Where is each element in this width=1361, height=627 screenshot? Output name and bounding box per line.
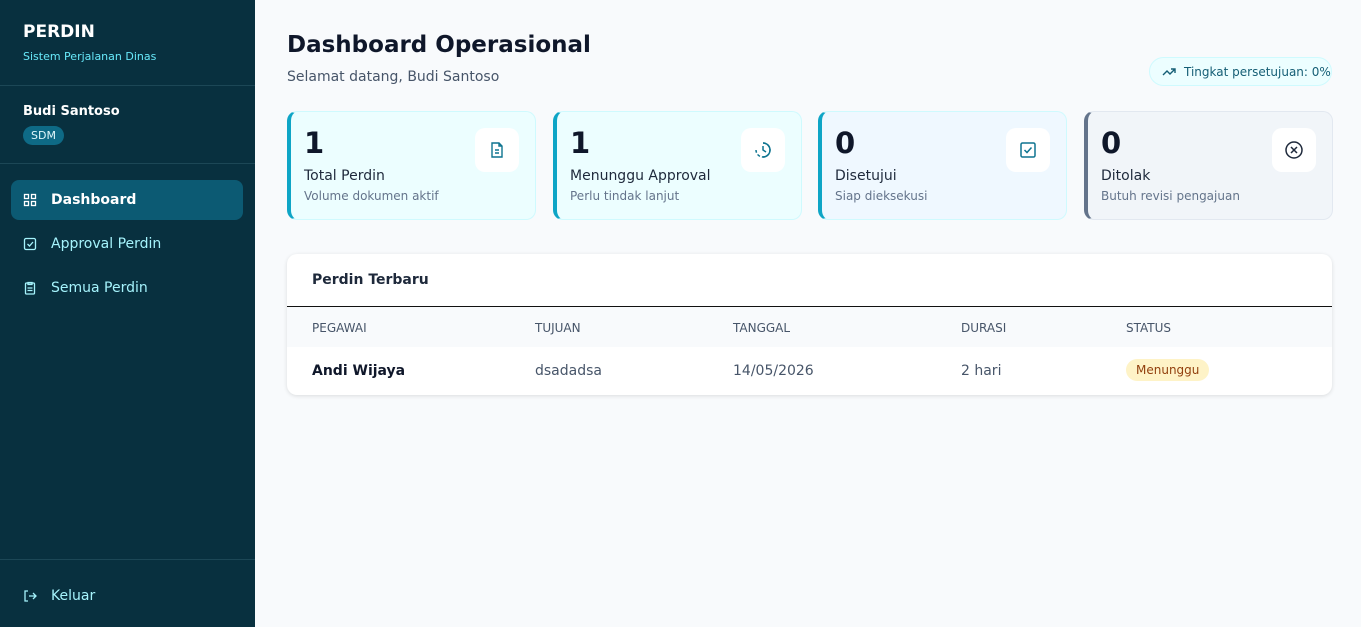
approval-rate-badge: Tingkat persetujuan: 0% — [1149, 57, 1332, 86]
nav-item[interactable]: Semua Perdin — [11, 268, 243, 308]
stat-note: Perlu tindak lanjut — [570, 189, 680, 203]
page-title: Dashboard Operasional — [287, 32, 591, 58]
cell: dsadadsa — [535, 363, 602, 379]
recent-table: Perdin Terbaru PEGAWAI TUJUAN TANGGAL DU… — [287, 254, 1332, 395]
stat-label: Ditolak — [1101, 168, 1151, 184]
user-name: Budi Santoso — [23, 104, 120, 119]
cell: Andi Wijaya — [312, 363, 406, 379]
sidebar: PERDIN Sistem Perjalanan Dinas Budi Sant… — [0, 0, 255, 627]
stat-value: 0 — [835, 126, 856, 160]
column-header: TANGGAL — [733, 321, 791, 335]
column-header: PEGAWAI — [312, 321, 367, 335]
nav-label[interactable]: Dashboard — [51, 192, 137, 208]
column-header: TUJUAN — [535, 321, 581, 335]
brand: PERDIN — [23, 22, 95, 42]
page-subtitle: Selamat datang, Budi Santoso — [287, 69, 500, 85]
tagline: Sistem Perjalanan Dinas — [23, 50, 157, 63]
stat-note: Butuh revisi pengajuan — [1101, 189, 1240, 203]
stat-icon — [1006, 128, 1050, 172]
nav-label[interactable]: Approval Perdin — [51, 236, 162, 252]
nav-item[interactable]: Approval Perdin — [11, 224, 243, 264]
status-pill: Menunggu — [1126, 359, 1210, 381]
stat-label: Menunggu Approval — [570, 168, 711, 184]
divider — [287, 306, 1332, 307]
logout[interactable]: Keluar — [11, 576, 243, 616]
user-role: SDM — [23, 126, 64, 145]
stat-card: 1 Menunggu Approval Perlu tindak lanjut — [553, 111, 802, 220]
nav-label[interactable]: Semua Perdin — [51, 280, 148, 296]
stat-icon — [475, 128, 519, 172]
stat-label: Total Perdin — [304, 168, 385, 184]
stat-icon — [1272, 128, 1316, 172]
table-title: Perdin Terbaru — [312, 272, 429, 288]
cell: 14/05/2026 — [733, 363, 814, 379]
divider — [0, 85, 255, 86]
divider — [0, 559, 255, 560]
cell: 2 hari — [961, 363, 1002, 379]
table-header — [287, 307, 1332, 347]
logout-label[interactable]: Keluar — [51, 588, 96, 604]
stat-card: 0 Disetujui Siap dieksekusi — [818, 111, 1067, 220]
stat-note: Siap dieksekusi — [835, 189, 928, 203]
nav-item[interactable]: Dashboard — [11, 180, 243, 220]
stat-value: 1 — [570, 126, 591, 160]
stat-value: 1 — [304, 126, 325, 160]
stat-value: 0 — [1101, 126, 1122, 160]
column-header: STATUS — [1126, 321, 1172, 335]
stat-icon — [741, 128, 785, 172]
stat-note: Volume dokumen aktif — [304, 189, 439, 203]
stat-card: 0 Ditolak Butuh revisi pengajuan — [1084, 111, 1333, 220]
divider — [0, 163, 255, 164]
column-header: DURASI — [961, 321, 1007, 335]
stat-label: Disetujui — [835, 168, 897, 184]
stat-card: 1 Total Perdin Volume dokumen aktif — [287, 111, 536, 220]
badge-text: Tingkat persetujuan: 0% — [1184, 64, 1331, 79]
